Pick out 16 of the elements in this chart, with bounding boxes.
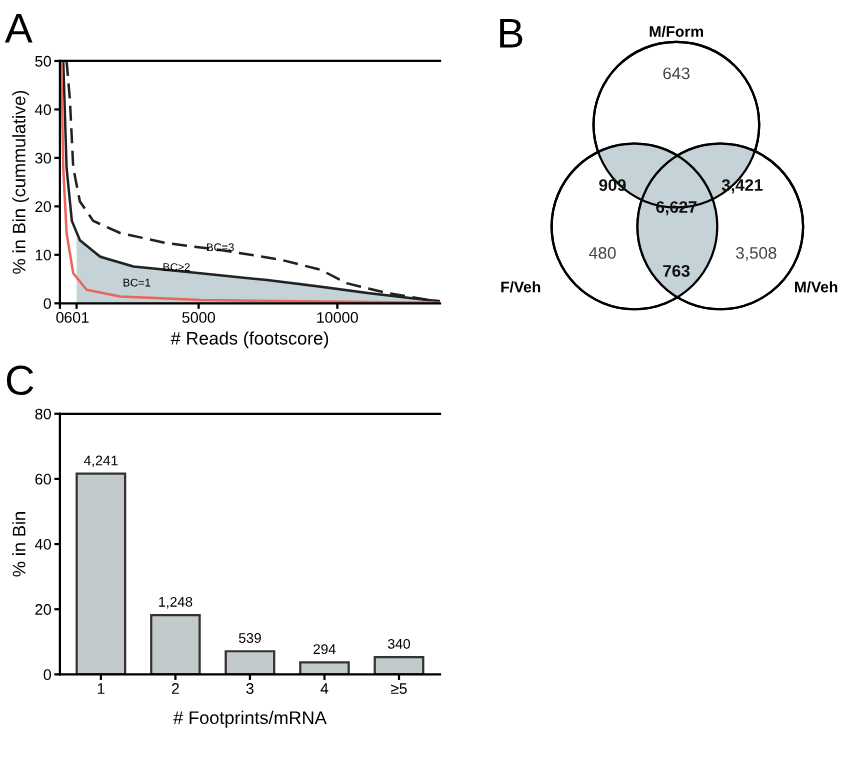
bar xyxy=(373,655,425,675)
text: 763 xyxy=(663,265,690,277)
text: B xyxy=(500,18,523,48)
bar xyxy=(75,472,127,675)
x-axis-title: # Footprints/mRNA xyxy=(173,710,327,728)
y-axis-title: % in Bin (cummulative) xyxy=(12,90,30,274)
y-axis-title: % in Bin xyxy=(12,512,26,577)
x-axis-title: # Reads (footscore) xyxy=(170,331,329,349)
bar xyxy=(299,661,350,675)
chart-title: C xyxy=(6,365,34,396)
bar xyxy=(150,613,201,675)
text: 3,508 xyxy=(735,247,777,261)
text: 643 xyxy=(663,67,690,80)
text: 480 xyxy=(588,247,616,259)
bar xyxy=(224,650,276,675)
chart-title: A xyxy=(4,13,33,43)
